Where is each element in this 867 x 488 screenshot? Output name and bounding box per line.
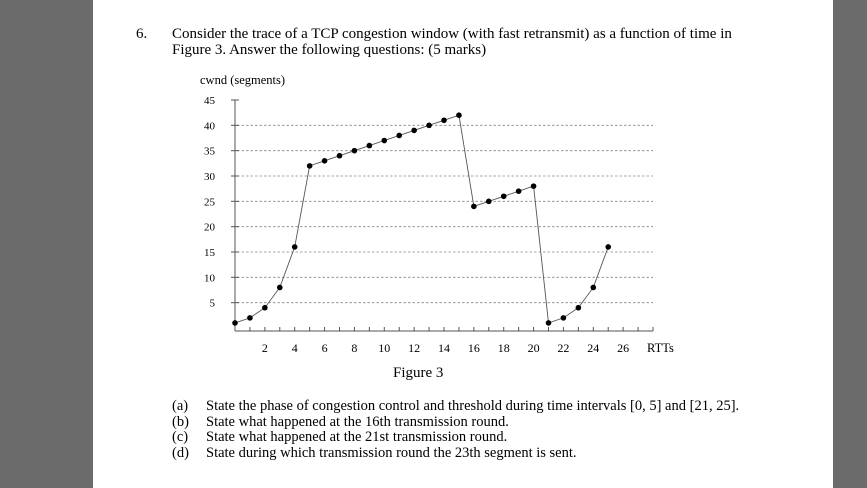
data-point — [545, 320, 552, 326]
data-point — [426, 122, 432, 129]
sub-question-d: (d) State during which transmission roun… — [172, 444, 739, 462]
data-point — [247, 315, 253, 321]
y-tick-label: 45 — [204, 95, 216, 107]
y-tick-label: 35 — [204, 146, 216, 158]
x-axis-label: RTTs — [647, 341, 674, 355]
data-point — [605, 244, 612, 250]
y-axis-label: cwnd (segments) — [200, 73, 285, 87]
data-point — [276, 284, 283, 291]
data-point — [485, 198, 492, 205]
question-line-1: Consider the trace of a TCP congestion w… — [172, 26, 732, 42]
data-point — [515, 188, 522, 194]
document-page: 6. Consider the trace of a TCP congestio… — [93, 0, 833, 488]
x-tick-label: 24 — [587, 341, 599, 355]
question-line-2: Figure 3. Answer the following questions… — [172, 42, 487, 58]
x-tick-label: 2 — [262, 341, 268, 355]
data-point — [306, 163, 313, 169]
data-point — [366, 142, 373, 149]
sub-question-c: (c) State what happened at the 21st tran… — [172, 429, 739, 446]
data-point — [500, 193, 507, 200]
question-text: Consider the trace of a TCP congestion w… — [172, 26, 772, 58]
x-tick-label: 16 — [468, 341, 480, 355]
y-tick-label: 10 — [204, 272, 216, 284]
sub-question-text: State the phase of congestion control an… — [206, 398, 740, 414]
x-tick-label: 14 — [438, 341, 450, 355]
x-tick-label: 6 — [322, 341, 328, 355]
data-point — [232, 320, 238, 326]
y-tick-label: 15 — [204, 247, 216, 259]
x-tick-label: 10 — [378, 341, 390, 355]
data-point — [336, 152, 343, 159]
y-tick-label: 5 — [210, 298, 216, 310]
data-point — [321, 158, 328, 164]
data-point — [590, 284, 597, 291]
sub-question-label: (c) — [172, 429, 189, 445]
data-point — [351, 147, 358, 154]
data-point — [411, 127, 417, 134]
y-tick-label: 25 — [204, 196, 216, 208]
series-line — [234, 114, 609, 324]
question-number: 6. — [136, 26, 148, 42]
data-point — [471, 203, 477, 210]
x-tick-label: 22 — [557, 341, 569, 355]
data-point — [396, 132, 403, 139]
figure-caption: Figure 3 — [393, 365, 444, 381]
sub-question-label: (a) — [172, 398, 189, 414]
x-tick-label: 26 — [617, 341, 629, 355]
x-tick-label: 20 — [528, 341, 540, 355]
sub-question-label: (b) — [172, 413, 189, 430]
data-point — [575, 304, 582, 311]
sub-question-b: (b) State what happened at the 16th tran… — [172, 413, 739, 431]
y-tick-label: 30 — [204, 171, 216, 183]
sub-question-text: State during which transmission round th… — [206, 444, 577, 461]
y-tick-label: 20 — [204, 222, 216, 234]
sub-question-text: State what happened at the 21st transmis… — [206, 429, 508, 445]
sub-question-a: (a) State the phase of congestion contro… — [172, 398, 740, 415]
x-tick-label: 18 — [498, 341, 510, 355]
data-point — [291, 244, 298, 250]
x-tick-label: 4 — [292, 341, 298, 355]
data-point — [441, 117, 447, 124]
data-point — [530, 183, 537, 189]
y-tick-label: 40 — [204, 120, 216, 132]
x-tick-label: 12 — [408, 341, 420, 355]
sub-question-label: (d) — [172, 444, 189, 461]
sub-questions: (a) State the phase of congestion contro… — [172, 398, 740, 462]
x-tick-label: 8 — [351, 341, 357, 355]
data-point — [381, 137, 388, 144]
data-point — [262, 304, 268, 311]
data-point — [456, 112, 462, 118]
data-point — [560, 315, 567, 321]
sub-question-text: State what happened at the 16th transmis… — [206, 413, 509, 430]
